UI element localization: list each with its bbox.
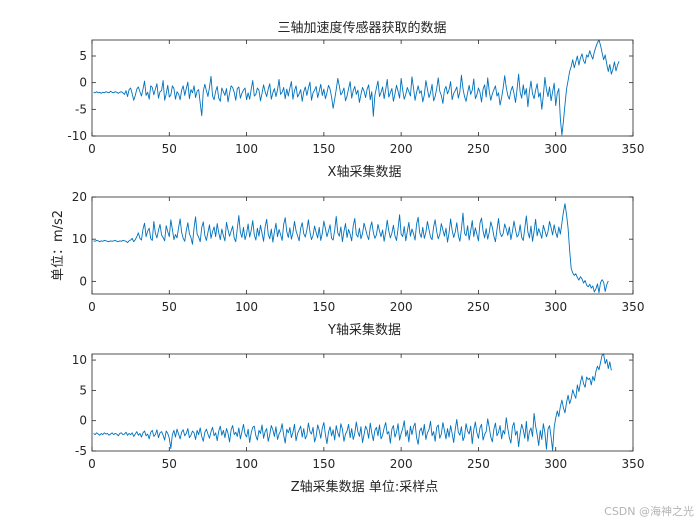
x-tick-label: 350 [622,300,645,314]
x-tick-label: 350 [622,142,645,156]
subplot-x-axes-box [91,39,634,137]
x-tick-label: 100 [235,300,258,314]
y-tick-label: 20 [72,190,87,204]
subplot-x-ticks: 0 50 100 150 200 250 300 350 -10 -5 0 5 [67,40,644,156]
x-tick-label: 150 [312,300,335,314]
x-tick-label: 300 [544,300,567,314]
subplot-y-axes-box [91,196,634,295]
x-tick-label: 50 [162,457,177,471]
y-tick-label: 0 [79,274,87,288]
subplot-x-axis: 0 50 100 150 200 250 300 350 -10 -5 0 5 X轴采集数据 [67,39,644,180]
z-axis-series-line [93,353,612,451]
subplot-z-axes-box [91,353,634,452]
y-tick-label: 10 [72,232,87,246]
y-axis-series-line [93,203,609,294]
y-tick-label: -10 [67,129,87,143]
subplot-z-xlabel: Z轴采集数据 单位:采样点 [291,479,438,495]
x-tick-label: 100 [235,457,258,471]
x-tick-label: 300 [544,457,567,471]
x-tick-label: 300 [544,142,567,156]
subplot-y-ticks: 0 50 100 150 200 250 300 350 0 10 20 [72,190,645,314]
subplot-x-xlabel: X轴采集数据 [328,164,402,180]
y-tick-label: 5 [79,49,87,63]
x-tick-label: 50 [162,142,177,156]
x-tick-label: 0 [88,142,96,156]
x-tick-label: 150 [312,142,335,156]
x-tick-label: 150 [312,457,335,471]
x-tick-label: 250 [467,142,490,156]
subplot-y-xlabel: Y轴采集数据 [327,322,401,338]
subplot-y-ylabel: 单位：m/s2 [51,210,66,281]
y-tick-label: 5 [79,383,87,397]
x-tick-label: 100 [235,142,258,156]
subplot-y-axis: 0 50 100 150 200 250 300 350 0 10 20 Y轴采集数据 单位：m/s… [51,190,644,338]
y-tick-label: 10 [72,353,87,367]
x-tick-label: 200 [390,300,413,314]
y-tick-label: -5 [75,102,87,116]
x-tick-label: 250 [467,457,490,471]
x-tick-label: 0 [88,300,96,314]
y-tick-label: -5 [75,444,87,458]
x-tick-label: 0 [88,457,96,471]
x-tick-label: 250 [467,300,490,314]
x-tick-label: 350 [622,457,645,471]
x-axis-series-line [93,39,620,136]
y-tick-label: 0 [79,76,87,90]
y-tick-label: 0 [79,414,87,428]
x-tick-label: 200 [390,142,413,156]
figure-title: 三轴加速度传感器获取的数据 [277,20,446,36]
x-tick-label: 50 [162,300,177,314]
watermark: CSDN @海神之光 [604,505,694,518]
x-tick-label: 200 [390,457,413,471]
